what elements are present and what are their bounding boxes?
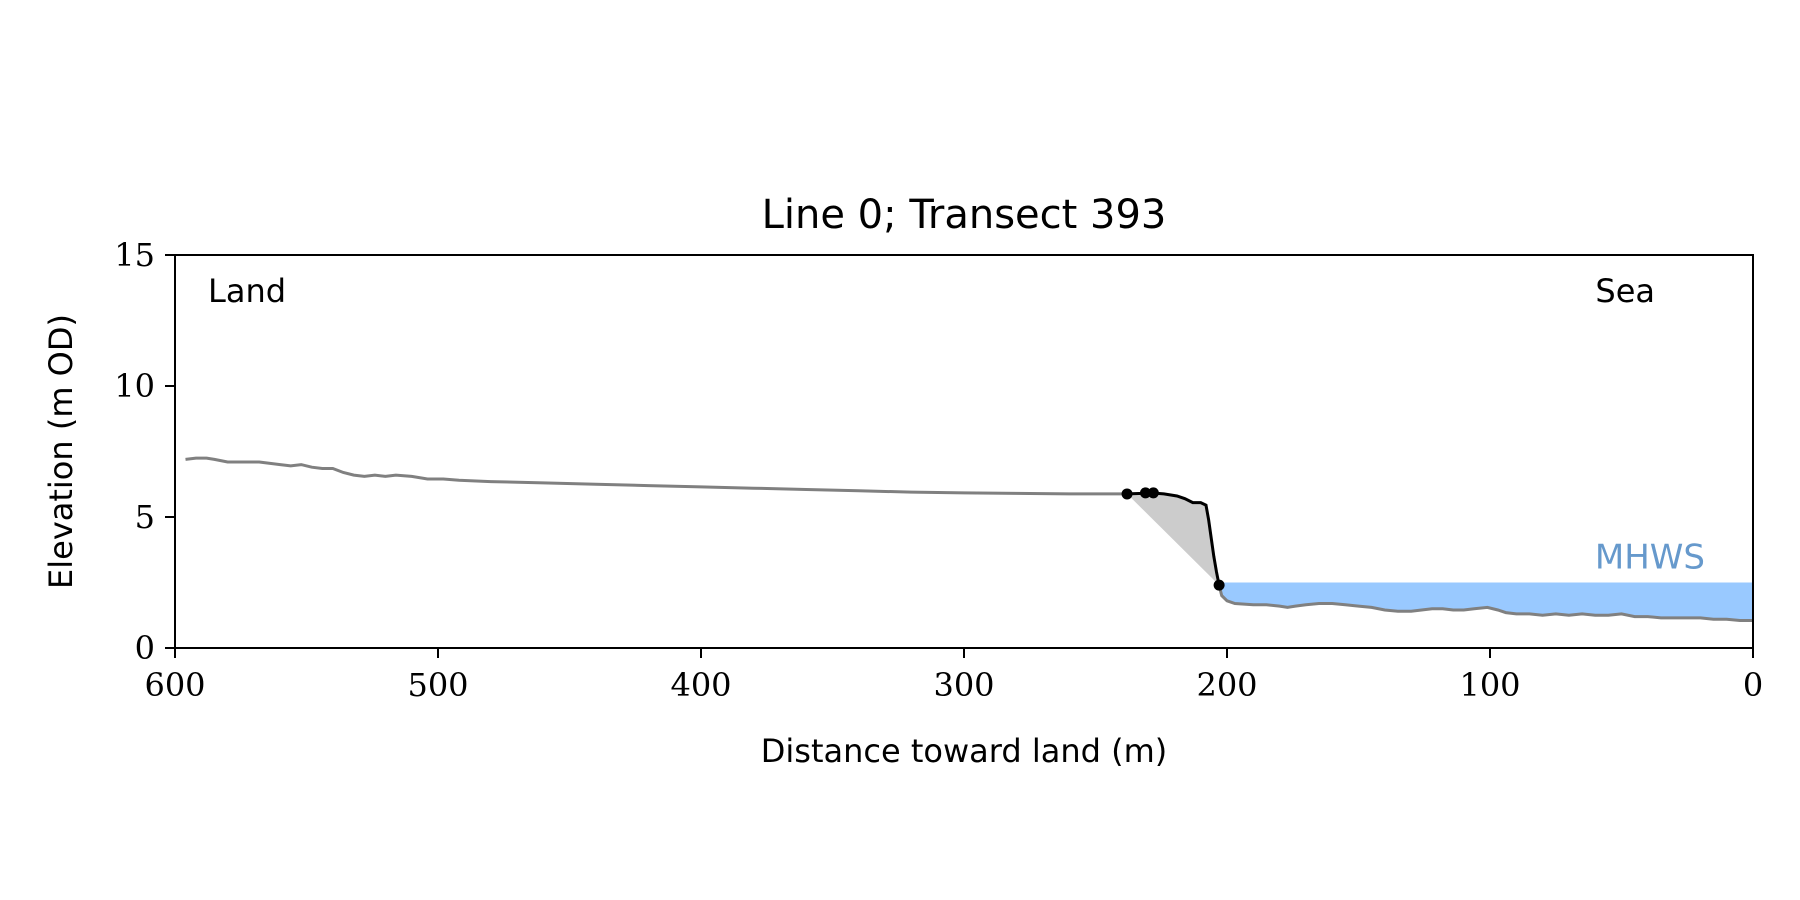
x-tick-label: 500	[407, 666, 468, 704]
plot-layer	[185, 456, 1753, 622]
cliff-marker-point	[1213, 579, 1225, 591]
x-tick-label: 200	[1196, 666, 1257, 704]
cliff-fill-area	[1127, 492, 1220, 586]
x-tick-label: 300	[933, 666, 994, 704]
y-tick-label: 10	[114, 367, 155, 405]
chart-title: Line 0; Transect 393	[762, 192, 1167, 238]
x-axis-label: Distance toward land (m)	[761, 732, 1167, 770]
sea-fill-area	[1219, 582, 1753, 621]
sea-profile-line	[1217, 584, 1753, 622]
mhws-annotation: MHWS	[1595, 538, 1705, 578]
x-tick-label: 600	[144, 666, 205, 704]
x-tick-label: 400	[670, 666, 731, 704]
land-annotation: Land	[208, 272, 286, 310]
cliff-marker-point	[1139, 487, 1151, 499]
land-profile-line	[185, 456, 1128, 496]
cliff-marker-point	[1147, 487, 1159, 499]
cliff-marker-point	[1121, 488, 1133, 500]
x-tick-label: 100	[1459, 666, 1520, 704]
sea-annotation: Sea	[1595, 272, 1655, 310]
x-tick-label: 0	[1743, 666, 1763, 704]
ticks-layer: 600 500 400 300 200 100 0 0 5 10 15	[114, 236, 1763, 704]
y-tick-label: 15	[114, 236, 155, 274]
y-axis-label: Elevation (m OD)	[42, 314, 80, 589]
y-tick-label: 0	[135, 629, 155, 667]
y-tick-label: 5	[135, 498, 155, 536]
